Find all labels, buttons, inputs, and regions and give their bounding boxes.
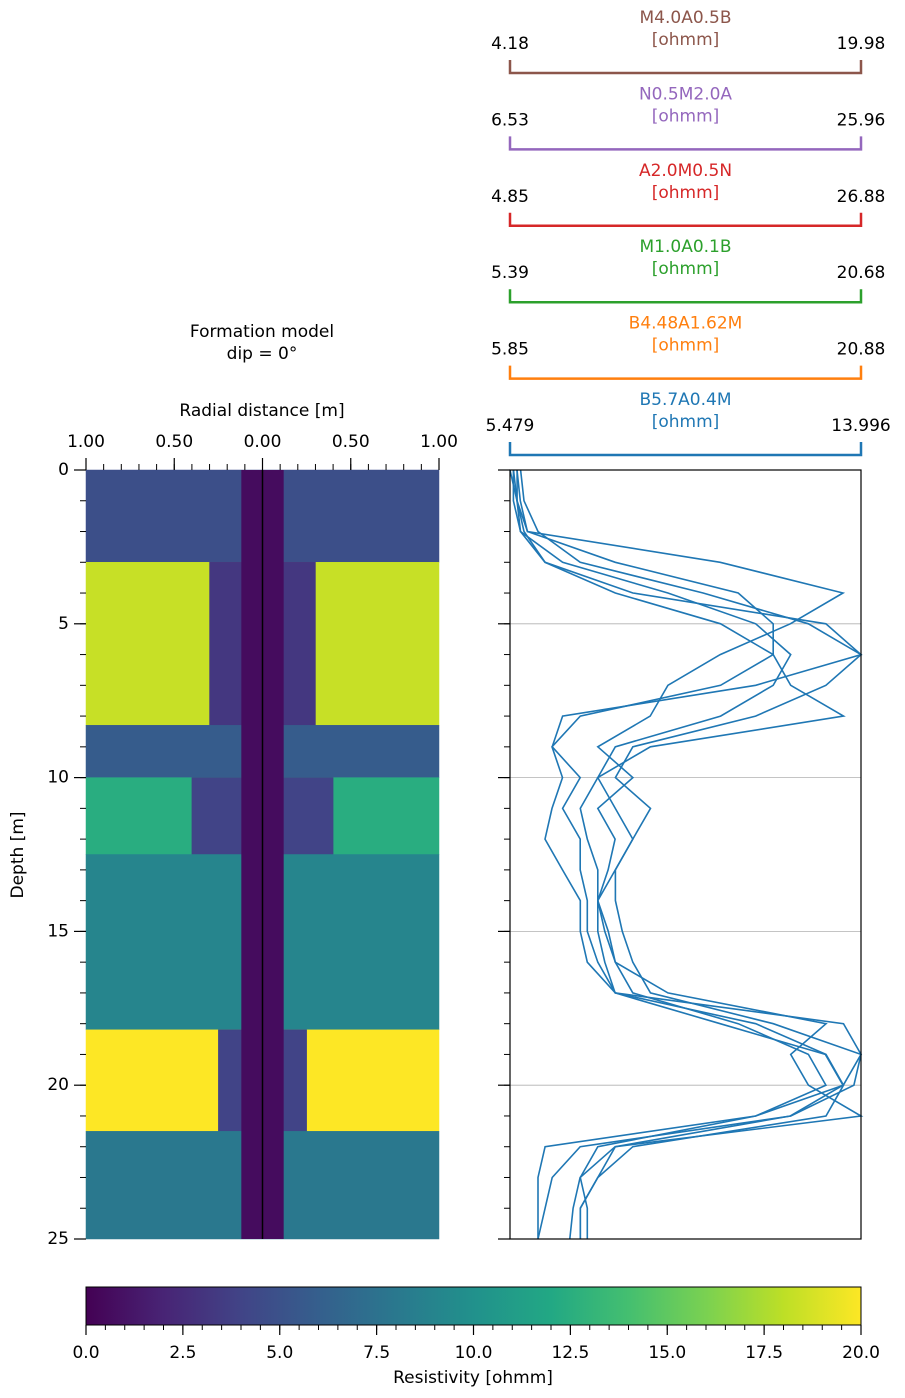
series-axis-limit: 4.85 [491, 187, 529, 207]
series-axis-limit: 19.98 [837, 34, 886, 54]
series-axis-limit: 6.53 [491, 110, 529, 130]
log-curve [512, 469, 845, 1239]
y-tick-label: 15 [47, 921, 69, 941]
series-axis [508, 442, 863, 457]
series-axis [508, 212, 863, 228]
series-axis-limit: 5.85 [491, 340, 529, 360]
colorbar-tick-label: 7.5 [363, 1343, 390, 1363]
colorbar-tick-label: 10.0 [455, 1343, 493, 1363]
series-axis-limit: 4.18 [491, 34, 529, 54]
colorbar-tick-label: 15.0 [648, 1343, 686, 1363]
series-name: M4.0A0.5B [639, 8, 731, 28]
series-unit: [ohmm] [652, 412, 720, 432]
colorbar-tick-label: 5.0 [266, 1343, 293, 1363]
colorbar-tick-label: 12.5 [551, 1343, 589, 1363]
series-name: B4.48A1.62M [629, 314, 743, 334]
y-tick-label: 25 [47, 1229, 69, 1249]
series-axis-limit: 26.88 [837, 187, 886, 207]
x-tick-label: 0.50 [155, 432, 193, 452]
series-name: B5.7A0.4M [639, 390, 731, 410]
log-curve [512, 470, 864, 1239]
colorbar-tick-label: 2.5 [169, 1343, 196, 1363]
colorbar [85, 1286, 862, 1326]
log-curve [516, 469, 846, 1240]
series-name: M1.0A0.1B [639, 237, 731, 257]
y-tick-label: 0 [58, 460, 69, 480]
y-axis-label: Depth [m] [8, 811, 28, 898]
x-tick-label: 1.00 [67, 432, 105, 452]
x-tick-label: 0.50 [332, 432, 370, 452]
series-axis-limit: 20.68 [837, 263, 886, 283]
log-curve [509, 469, 828, 1239]
series-axis [508, 365, 863, 380]
x-axis-label: Radial distance [m] [179, 401, 344, 421]
series-axis [508, 289, 863, 304]
x-tick-label: 1.00 [420, 432, 458, 452]
series-unit: [ohmm] [652, 183, 720, 203]
y-tick-label: 20 [47, 1075, 69, 1095]
colorbar-tick-label: 0.0 [72, 1343, 99, 1363]
series-unit: [ohmm] [652, 259, 720, 279]
y-tick-label: 5 [58, 614, 69, 634]
series-axis [508, 136, 863, 151]
series-axis-limit: 25.96 [837, 110, 886, 130]
colorbar-tick-label: 20.0 [842, 1343, 880, 1363]
series-name: N0.5M2.0A [639, 84, 732, 104]
series-unit: [ohmm] [652, 30, 720, 50]
colorbar-tick-label: 17.5 [745, 1343, 783, 1363]
series-unit: [ohmm] [652, 336, 720, 356]
formation-title: Formation model [190, 322, 334, 342]
plot-frame [509, 469, 862, 1240]
formation-subtitle: dip = 0° [227, 344, 298, 364]
series-axis-limit: 20.88 [837, 340, 886, 360]
colorbar-label: Resistivity [ohmm] [393, 1368, 553, 1388]
x-tick-label: 0.00 [244, 432, 282, 452]
series-name: A2.0M0.5N [639, 161, 732, 181]
series-axis-limit: 5.479 [486, 416, 535, 436]
series-unit: [ohmm] [652, 106, 720, 126]
log-curve [516, 470, 863, 1240]
y-tick-label: 10 [47, 768, 69, 788]
series-axis-limit: 13.996 [831, 416, 890, 436]
series-axis-limit: 5.39 [491, 263, 529, 283]
series-axis [508, 60, 863, 75]
